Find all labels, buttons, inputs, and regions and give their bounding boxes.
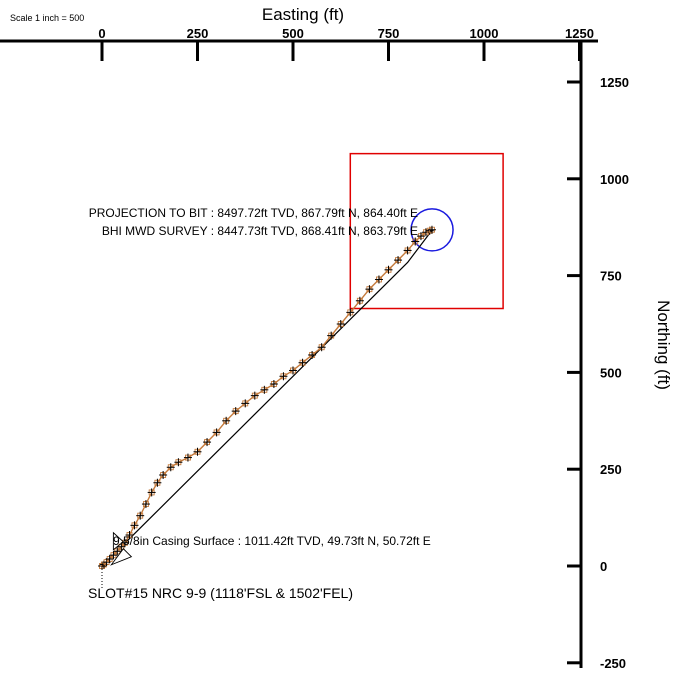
survey-point bbox=[416, 232, 425, 241]
survey-point bbox=[105, 555, 114, 564]
survey-point bbox=[212, 428, 221, 437]
survey-point bbox=[403, 246, 412, 255]
x-tick-label: 750 bbox=[378, 26, 400, 41]
survey-point bbox=[260, 385, 269, 394]
y-axis-title: Northing (ft) bbox=[654, 300, 673, 390]
y-tick-label: 1000 bbox=[600, 172, 629, 187]
survey-point bbox=[298, 358, 307, 367]
annotation-casing-surface: 9 5/8in Casing Surface : 1011.42ft TVD, … bbox=[113, 534, 431, 548]
survey-point bbox=[130, 521, 139, 530]
survey-point bbox=[147, 488, 156, 497]
survey-point bbox=[113, 547, 122, 556]
survey-point bbox=[183, 453, 192, 462]
survey-point bbox=[411, 237, 420, 246]
y-tick-label: 250 bbox=[600, 462, 622, 477]
casing-marker bbox=[112, 531, 125, 551]
survey-point bbox=[308, 350, 317, 359]
survey-point bbox=[203, 438, 212, 447]
x-tick-label: 1250 bbox=[565, 26, 594, 41]
y-tick-label: 750 bbox=[600, 269, 622, 284]
survey-point bbox=[336, 320, 345, 328]
x-tick-label: 1000 bbox=[470, 26, 499, 41]
series-group bbox=[98, 225, 436, 588]
survey-point bbox=[174, 458, 183, 467]
y-tick-label: -250 bbox=[600, 656, 626, 671]
survey-point bbox=[374, 275, 383, 284]
survey-point bbox=[231, 407, 240, 416]
annotation-slot: SLOT#15 NRC 9-9 (1118'FSL & 1502'FEL) bbox=[88, 585, 353, 601]
survey-point bbox=[289, 366, 297, 375]
survey-point bbox=[159, 471, 168, 480]
survey-point bbox=[125, 531, 134, 540]
survey-point bbox=[365, 285, 374, 294]
target-circle bbox=[410, 208, 454, 252]
survey-point bbox=[355, 296, 364, 305]
axes: 0 250 500 750 1000 1250 1250 1000 750 500 250 0 -250 bbox=[0, 26, 629, 671]
survey-point bbox=[279, 372, 288, 381]
x-tick-label: 500 bbox=[282, 26, 304, 41]
survey-path-line bbox=[101, 229, 433, 567]
x-tick-label: 250 bbox=[187, 26, 209, 41]
casing-marker-2 bbox=[110, 548, 133, 566]
survey-point bbox=[346, 308, 355, 317]
survey-point bbox=[141, 500, 150, 509]
y-tick-label: 0 bbox=[600, 559, 607, 574]
survey-point bbox=[269, 380, 278, 389]
survey-point bbox=[222, 416, 231, 425]
survey-point bbox=[317, 343, 326, 352]
y-tick-label: 500 bbox=[600, 365, 622, 380]
annotation-projection-to-bit: PROJECTION TO BIT : 8497.72ft TVD, 867.7… bbox=[89, 206, 418, 220]
annotation-bhi-mwd-survey: BHI MWD SURVEY : 8447.73ft TVD, 868.41ft… bbox=[102, 224, 418, 238]
survey-point bbox=[427, 225, 436, 234]
survey-point bbox=[327, 331, 336, 340]
survey-point bbox=[109, 551, 118, 560]
scale-note: Scale 1 inch = 500 bbox=[10, 13, 84, 23]
target-group bbox=[349, 152, 504, 310]
survey-point bbox=[241, 399, 250, 408]
survey-point bbox=[153, 478, 162, 487]
planned-path-line bbox=[101, 229, 433, 567]
survey-point bbox=[136, 511, 145, 520]
x-tick-label: 0 bbox=[98, 26, 105, 41]
survey-point bbox=[421, 228, 430, 237]
survey-point bbox=[384, 265, 393, 274]
annotations-group: PROJECTION TO BIT : 8497.72ft TVD, 867.7… bbox=[88, 206, 431, 601]
target-box bbox=[349, 152, 504, 310]
survey-point bbox=[117, 542, 126, 551]
survey-point bbox=[250, 391, 259, 400]
x-axis-title: Easting (ft) bbox=[262, 5, 344, 24]
survey-point bbox=[166, 463, 175, 472]
survey-point bbox=[394, 256, 403, 265]
survey-point bbox=[193, 447, 202, 456]
y-tick-label: 1250 bbox=[600, 75, 629, 90]
